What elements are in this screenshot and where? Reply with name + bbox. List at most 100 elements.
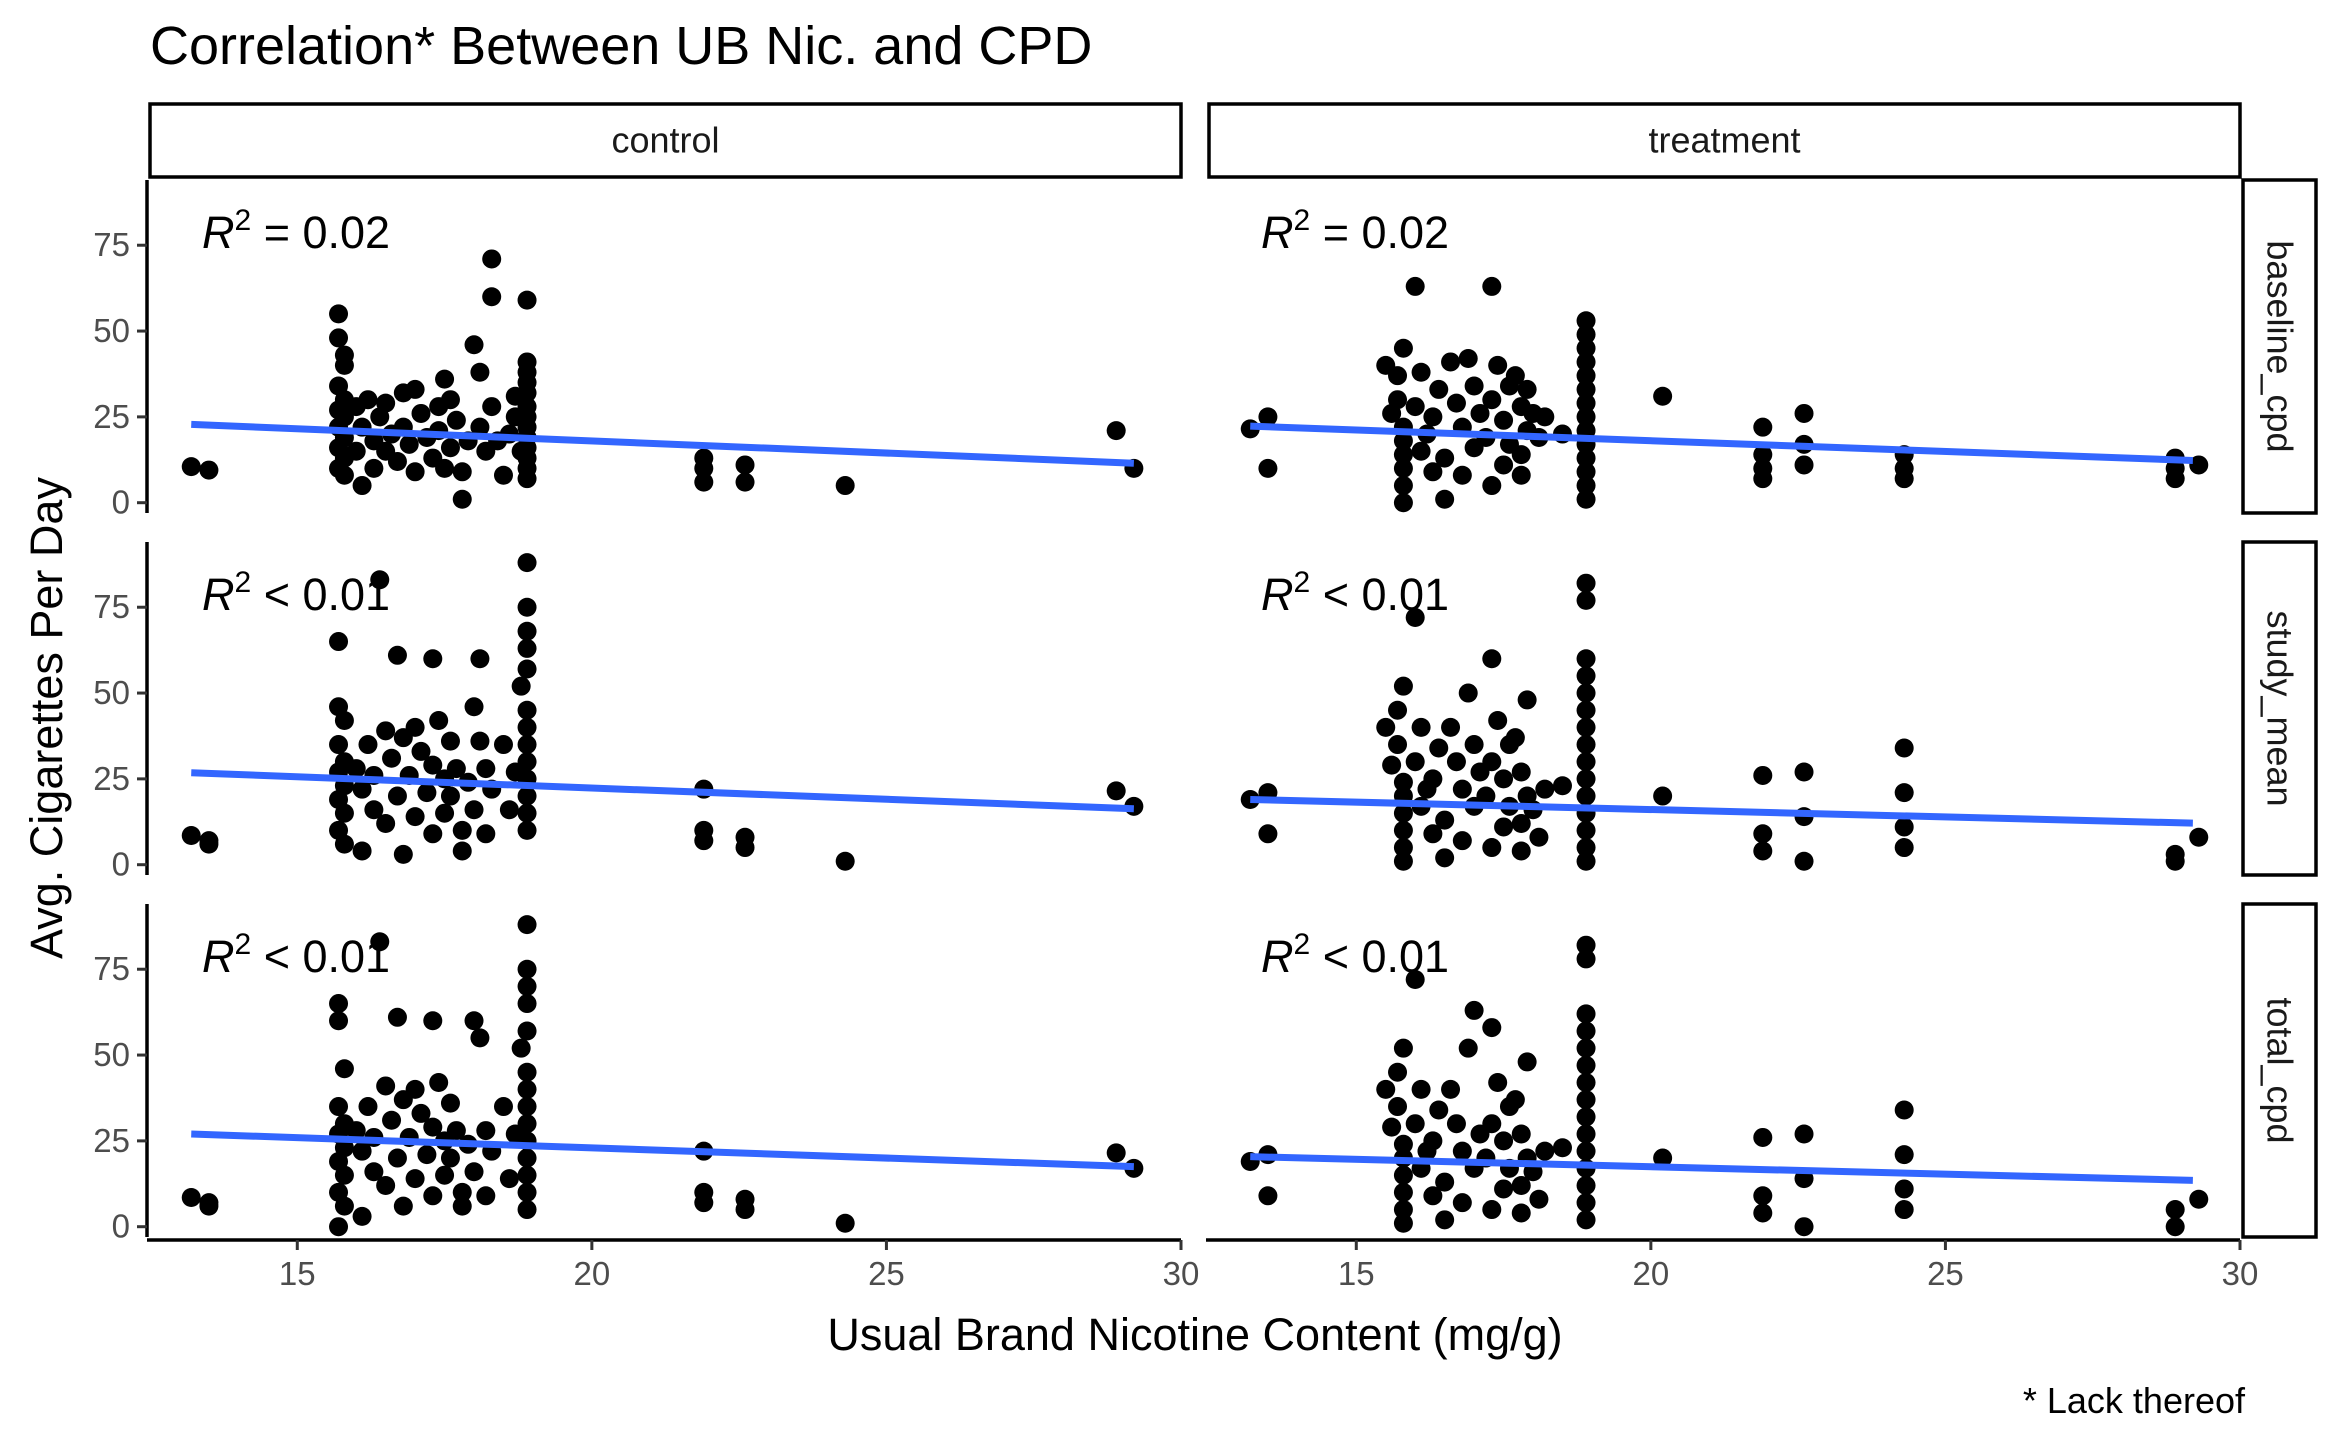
- data-point: [423, 1186, 443, 1206]
- data-point: [694, 472, 714, 492]
- data-point: [334, 711, 354, 731]
- data-point: [1511, 841, 1531, 861]
- data-point: [1494, 455, 1514, 475]
- data-point: [1423, 407, 1443, 427]
- chart-title: Correlation* Between UB Nic. and CPD: [150, 16, 1092, 76]
- data-point: [1552, 776, 1572, 796]
- data-point: [1393, 458, 1413, 478]
- data-point: [1435, 489, 1455, 509]
- data-point: [517, 1182, 537, 1202]
- data-point: [1576, 462, 1596, 482]
- data-point: [1435, 848, 1455, 868]
- data-point: [1382, 1117, 1402, 1137]
- data-point: [735, 1200, 755, 1220]
- data-point: [1576, 838, 1596, 858]
- data-point: [1576, 786, 1596, 806]
- data-point: [334, 834, 354, 854]
- data-point: [1576, 489, 1596, 509]
- data-point: [517, 638, 537, 658]
- x-tick-label: 30: [2222, 1255, 2259, 1292]
- data-point: [1429, 738, 1449, 758]
- data-point: [2165, 851, 2185, 871]
- data-point: [1894, 1179, 1914, 1199]
- data-point: [352, 779, 372, 799]
- x-tick-label: 15: [1338, 1255, 1375, 1292]
- data-point: [1576, 1004, 1596, 1024]
- data-point: [1576, 366, 1596, 386]
- data-point: [517, 803, 537, 823]
- data-point: [1464, 376, 1484, 396]
- data-point: [334, 1165, 354, 1185]
- data-point: [405, 717, 425, 737]
- data-point: [1446, 393, 1466, 413]
- strip-total_cpd: [2241, 902, 2318, 1239]
- data-point: [1452, 779, 1472, 799]
- strip-label-study_mean: study_mean: [2260, 610, 2301, 806]
- data-point: [1258, 458, 1278, 478]
- data-point: [329, 632, 349, 652]
- panel-control-study_mean: R2 < 0.01: [181, 553, 1144, 871]
- data-point: [694, 1193, 714, 1213]
- data-point: [1258, 407, 1278, 427]
- data-point: [694, 458, 714, 478]
- regression-line: [191, 769, 1135, 813]
- data-point: [511, 1038, 531, 1058]
- data-point: [376, 1076, 396, 1096]
- data-point: [1482, 649, 1502, 669]
- data-point: [1494, 1131, 1514, 1151]
- data-point: [1388, 700, 1408, 720]
- data-point: [1576, 393, 1596, 413]
- data-point: [452, 489, 472, 509]
- y-tick-label: 0: [112, 1208, 130, 1245]
- panel-control-baseline_cpd: R2 = 0.02: [181, 204, 1144, 509]
- data-point: [440, 731, 460, 751]
- data-point: [2165, 1217, 2185, 1237]
- data-point: [1576, 407, 1596, 427]
- data-point: [1405, 397, 1425, 417]
- data-point: [417, 783, 437, 803]
- data-point: [517, 752, 537, 772]
- data-point: [482, 249, 502, 269]
- data-point: [1753, 765, 1773, 785]
- data-point: [446, 410, 466, 430]
- x-tick-label: 15: [279, 1255, 316, 1292]
- data-point: [511, 676, 531, 696]
- data-point: [1388, 735, 1408, 755]
- data-point: [352, 476, 372, 496]
- data-point: [1441, 717, 1461, 737]
- data-point: [446, 1121, 466, 1141]
- data-point: [2189, 1189, 2209, 1209]
- data-point: [1411, 717, 1431, 737]
- data-point: [1452, 1141, 1472, 1161]
- regression-line: [1250, 1153, 2193, 1184]
- data-point: [517, 1079, 537, 1099]
- data-point: [1794, 1217, 1814, 1237]
- data-point: [1511, 1203, 1531, 1223]
- data-point: [1388, 1097, 1408, 1117]
- regression-line: [1250, 422, 2193, 464]
- data-point: [1576, 1210, 1596, 1230]
- data-point: [482, 397, 502, 417]
- data-point: [1405, 970, 1425, 990]
- data-point: [1576, 1073, 1596, 1093]
- data-point: [1894, 469, 1914, 489]
- data-point: [1470, 403, 1490, 423]
- data-point: [1517, 379, 1537, 399]
- data-point: [1388, 366, 1408, 386]
- data-point: [835, 1213, 855, 1233]
- data-point: [499, 1169, 519, 1189]
- data-point: [1576, 590, 1596, 610]
- data-point: [435, 458, 455, 478]
- data-point: [1653, 386, 1673, 406]
- data-point: [1393, 676, 1413, 696]
- data-point: [199, 460, 219, 480]
- y-tick-label: 75: [93, 950, 130, 987]
- data-point: [387, 1007, 407, 1027]
- data-point: [1429, 379, 1449, 399]
- data-point: [358, 735, 378, 755]
- data-point: [1393, 820, 1413, 840]
- data-point: [1482, 1200, 1502, 1220]
- data-point: [1393, 1200, 1413, 1220]
- data-point: [1376, 717, 1396, 737]
- data-point: [376, 721, 396, 741]
